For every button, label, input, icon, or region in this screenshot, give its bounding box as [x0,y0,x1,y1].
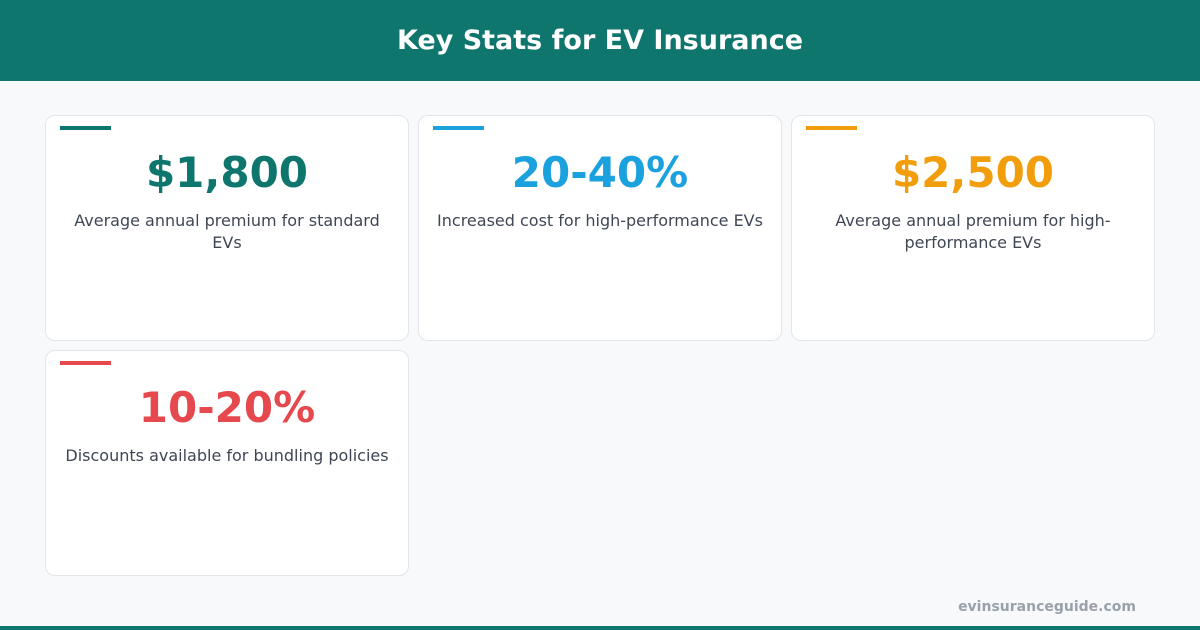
stat-value: 10-20% [138,383,316,432]
site-url: evinsuranceguide.com [958,599,1136,615]
stat-value: $1,800 [145,148,309,197]
accent-bar [806,126,857,130]
accent-bar [433,126,484,130]
stat-value: 20-40% [511,148,689,197]
stat-label: Discounts available for bundling policie… [65,446,389,465]
card-grid: $1,800 Average annual premium for standar… [45,115,1155,576]
stat-label: Increased cost for high-performance EVs [437,211,763,230]
stat-value: $2,500 [891,148,1055,197]
bottom-bar [0,626,1200,630]
accent-bar [60,361,111,365]
stat-label: Average annual premium for standard EVs [74,211,380,252]
stat-card: $1,800 Average annual premium for standar… [45,115,409,341]
header: Key Stats for EV Insurance [0,0,1200,81]
stat-card: 10-20% Discounts available for bundling p… [45,350,409,576]
accent-bar [60,126,111,130]
title: Key Stats for EV Insurance [396,25,804,56]
stat-card: $2,500 Average annual premium for high-pe… [791,115,1155,341]
stat-card: 20-40% Increased cost for high-performanc… [418,115,782,341]
stat-label: Average annual premium for high-performa… [835,211,1111,252]
